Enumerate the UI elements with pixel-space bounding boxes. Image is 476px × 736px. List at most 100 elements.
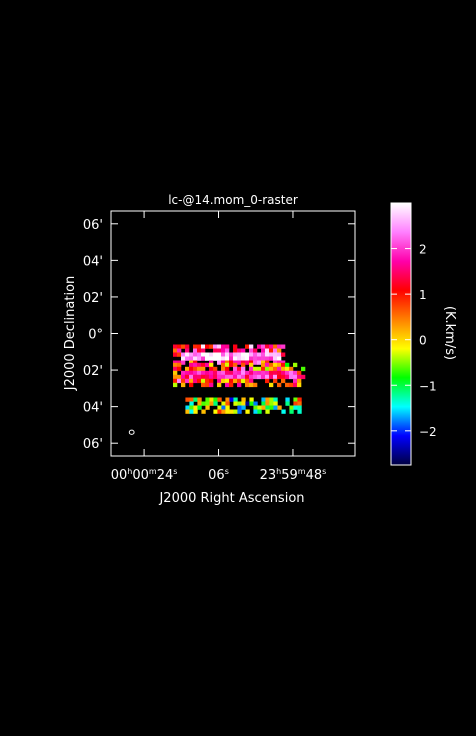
heatmap-cell (173, 378, 178, 384)
heatmap-cell (237, 374, 242, 380)
x-tick-label: 00h00m24s (111, 467, 178, 483)
heatmap-cell (265, 378, 270, 384)
heatmap-cell (277, 405, 282, 410)
y-axis-label: J2000 Declination (63, 276, 78, 392)
heatmap-cell (289, 382, 294, 388)
heatmap-cell (201, 401, 206, 406)
y-tick-label: 06' (83, 218, 103, 233)
heatmap-cell (193, 352, 198, 357)
heatmap-cell (177, 352, 182, 357)
heatmap-cell (269, 374, 274, 380)
heatmap-cell (177, 344, 182, 349)
beam-ellipse (128, 429, 135, 435)
heatmap-cell (197, 401, 202, 406)
heatmap-cell (173, 374, 178, 380)
x-tick-label: 06s (208, 467, 229, 483)
heatmap-cell (193, 344, 198, 349)
heatmap-cell (245, 409, 250, 414)
heatmap-cell (253, 382, 258, 388)
heatmap-cell (273, 356, 278, 361)
heatmap-cell (173, 348, 178, 353)
heatmap-cell (209, 352, 214, 357)
heatmap-cell (201, 352, 206, 357)
heatmap-cell (201, 374, 206, 380)
heatmap-cell (193, 405, 198, 410)
heatmap-cell (241, 360, 246, 365)
heatmap-cell (197, 397, 202, 402)
y-tick-label: 04' (83, 401, 103, 416)
heatmap-cell (205, 374, 210, 380)
plot-frame (110, 210, 356, 457)
heatmap-cell (265, 362, 270, 368)
heatmap-cell (225, 374, 230, 380)
heatmap-cell (197, 348, 202, 353)
heatmap-cell (241, 378, 246, 384)
heatmap-cell (233, 360, 238, 365)
heatmap-cell (253, 348, 258, 353)
heatmap-cell (221, 352, 226, 357)
heatmap-cell (173, 344, 178, 349)
heatmap-cell (293, 362, 298, 368)
heatmap-cell (241, 405, 246, 410)
heatmap-cell (177, 348, 182, 353)
heatmap-cell (185, 356, 190, 361)
heatmap-cell (269, 366, 274, 372)
heatmap-cell (193, 409, 198, 414)
heatmap-cell (277, 382, 282, 388)
heatmap-cell (281, 344, 286, 349)
heatmap-cell (293, 401, 298, 406)
heatmap-cell (265, 397, 270, 402)
heatmap-cell (209, 374, 214, 380)
heatmap-cell (173, 366, 178, 372)
heatmap-cell (269, 344, 274, 349)
heatmap-cell (225, 348, 230, 353)
heatmap-cell (221, 370, 226, 376)
heatmap-cell (281, 370, 286, 376)
heatmap-cell (281, 352, 286, 357)
heatmap-cell (201, 370, 206, 376)
heatmap-cell (249, 348, 254, 353)
heatmap-cell (293, 374, 298, 380)
heatmap-cell (173, 382, 178, 388)
heatmap-cell (193, 378, 198, 384)
heatmap-cell (273, 362, 278, 368)
heatmap-cell (205, 382, 210, 388)
heatmap-cell (265, 370, 270, 376)
heatmap-cell (277, 370, 282, 376)
heatmap-cell (277, 360, 282, 365)
heatmap-cell (281, 366, 286, 372)
heatmap-cell (297, 409, 302, 414)
heatmap-cell (185, 370, 190, 376)
heatmap-cell (293, 405, 298, 410)
heatmap-cell (269, 356, 274, 361)
heatmap-cell (181, 382, 186, 388)
heatmap-layer (173, 344, 306, 414)
heatmap-cell (241, 352, 246, 357)
heatmap-cell (229, 362, 234, 368)
heatmap-cell (237, 409, 242, 414)
heatmap-cell (189, 360, 194, 365)
heatmap-cell (281, 360, 286, 365)
heatmap-cell (217, 348, 222, 353)
heatmap-cell (265, 405, 270, 410)
heatmap-cell (241, 397, 246, 402)
heatmap-cell (257, 344, 262, 349)
heatmap-cell (297, 401, 302, 406)
heatmap-cell (173, 352, 178, 357)
heatmap-cell (273, 344, 278, 349)
heatmap-cell (281, 362, 286, 368)
heatmap-cell (225, 356, 230, 361)
heatmap-cell (245, 370, 250, 376)
heatmap-cell (277, 344, 282, 349)
heatmap-cell (257, 366, 262, 372)
heatmap-cell (213, 401, 218, 406)
heatmap-cell (233, 370, 238, 376)
heatmap-cell (285, 397, 290, 402)
heatmap-cell (233, 378, 238, 384)
heatmap-cell (181, 352, 186, 357)
heatmap-cell (241, 401, 246, 406)
heatmap-cell (237, 356, 242, 361)
heatmap-cell (273, 374, 278, 380)
heatmap-cell (277, 374, 282, 380)
heatmap-cell (245, 382, 250, 388)
